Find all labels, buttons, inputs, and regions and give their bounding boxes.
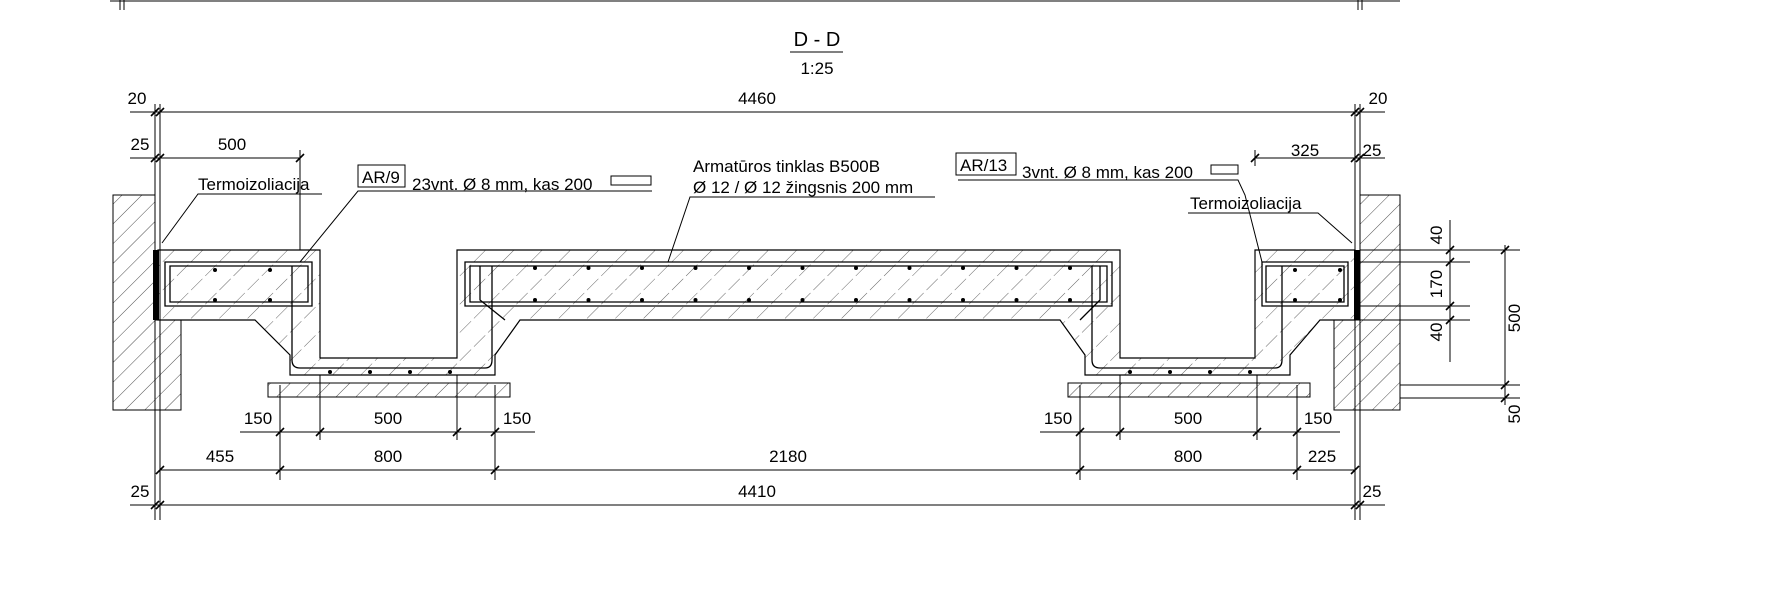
dim-label: 25 — [131, 135, 150, 154]
dim-label: 150 — [244, 409, 272, 428]
dot — [640, 298, 644, 302]
dot — [213, 268, 217, 272]
dot — [368, 370, 372, 374]
dot — [1338, 298, 1342, 302]
bar-symbol — [610, 175, 652, 186]
annotation: Armatūros tinklas B500B — [693, 157, 880, 176]
annotation: Termoizoliacija — [198, 175, 310, 194]
dot — [268, 268, 272, 272]
leader — [1188, 212, 1353, 244]
dim-label: 150 — [1044, 409, 1072, 428]
dim-label: 800 — [1174, 447, 1202, 466]
annotation: Ø 12 / Ø 12 žingsnis 200 mm — [693, 178, 913, 197]
dot — [533, 298, 537, 302]
dot — [1068, 266, 1072, 270]
dot — [961, 298, 965, 302]
dot — [747, 298, 751, 302]
dot — [1128, 370, 1132, 374]
dim-label: 500 — [218, 135, 246, 154]
dot — [586, 266, 591, 270]
dot — [747, 266, 751, 270]
dim-label: 25 — [1363, 482, 1382, 501]
dot — [800, 266, 805, 270]
scale: 1:25 — [800, 59, 833, 78]
dot — [1208, 370, 1212, 374]
dot — [693, 298, 698, 302]
tag: AR/13 — [960, 156, 1007, 175]
dim-label: 20 — [128, 89, 147, 108]
dot — [907, 298, 912, 302]
dot — [448, 370, 452, 374]
dim-label: 150 — [503, 409, 531, 428]
dimensions: 20 4460 20 25 500 325 25 150 500 150 150 500 150 455 8… — [128, 89, 1524, 520]
dim-label: 170 — [1427, 270, 1446, 298]
dim-label: 150 — [1304, 409, 1332, 428]
dot — [408, 370, 412, 374]
dim-label: 2180 — [769, 447, 807, 466]
annotation: 3vnt. Ø 8 mm, kas 200 — [1022, 163, 1193, 182]
rebar-dots — [213, 266, 1342, 374]
dot — [1068, 298, 1072, 302]
dot — [1014, 266, 1019, 270]
tag-box — [955, 152, 1017, 176]
frame — [110, 0, 1400, 10]
dim-label: 500 — [1174, 409, 1202, 428]
dot — [907, 266, 912, 270]
dim-label: 40 — [1427, 226, 1446, 245]
annotation: Termoizoliacija — [1190, 194, 1302, 213]
dot — [1293, 298, 1297, 302]
rebar — [164, 261, 1349, 369]
dot — [854, 298, 858, 302]
dot — [1248, 370, 1252, 374]
dot — [1168, 370, 1172, 374]
tag-box — [357, 164, 406, 188]
dim-label: 225 — [1308, 447, 1336, 466]
dot — [800, 298, 805, 302]
dot — [693, 266, 698, 270]
dim-label: 500 — [374, 409, 402, 428]
dot — [640, 266, 644, 270]
dim-label: 4410 — [738, 482, 776, 501]
tag: AR/9 — [362, 168, 400, 187]
dim-label: 800 — [374, 447, 402, 466]
annotation: 23vnt. Ø 8 mm, kas 200 — [412, 175, 592, 194]
footings — [267, 382, 1311, 398]
section-title: D - D — [794, 29, 841, 51]
dot — [586, 298, 591, 302]
leader — [958, 179, 1263, 263]
leader — [299, 190, 652, 263]
bar-symbol — [1210, 164, 1239, 175]
leader — [161, 193, 322, 244]
dim-label: 50 — [1505, 405, 1524, 424]
dim-label: 455 — [206, 447, 234, 466]
dot — [854, 266, 858, 270]
slab — [157, 249, 1356, 376]
dot — [1338, 268, 1342, 272]
dim-label: 25 — [1363, 141, 1382, 160]
dot — [213, 298, 217, 302]
dot — [533, 266, 537, 270]
dim-label: 4460 — [738, 89, 776, 108]
dot — [328, 370, 332, 374]
dot — [268, 298, 272, 302]
dim-label: 25 — [131, 482, 150, 501]
dot — [1014, 298, 1019, 302]
dim-label: 325 — [1291, 141, 1319, 160]
dim-label: 20 — [1369, 89, 1388, 108]
dot — [1293, 268, 1297, 272]
dim-label: 40 — [1427, 323, 1446, 342]
dim-label: 500 — [1505, 304, 1524, 332]
dot — [961, 266, 965, 270]
leader — [667, 196, 935, 263]
